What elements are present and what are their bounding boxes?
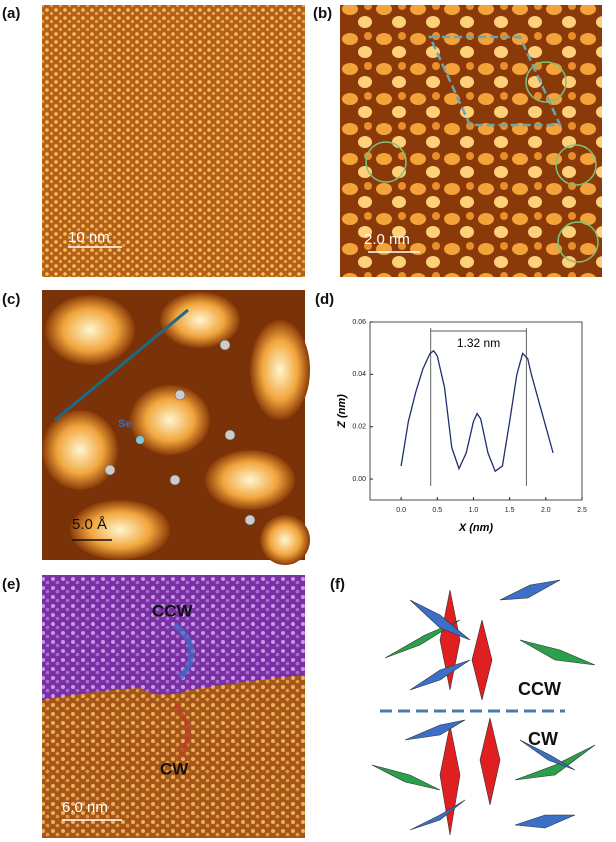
figure: (a) 10 nm (b) 2.0 nm (c) Se 5.0 Å (d) 0.… xyxy=(0,0,616,842)
panel-label: (f) xyxy=(330,576,345,593)
profile-line xyxy=(401,351,553,471)
annotation: CCW xyxy=(152,601,194,620)
se-atom xyxy=(136,436,144,444)
panel-label: (c) xyxy=(2,291,20,308)
profile-chart: 0.0 0.5 1.0 1.5 2.0 2.5 0.00 0.02 0.04 0.06 X (nm)… xyxy=(336,319,587,534)
scale-bar-label: 10 nm xyxy=(68,229,110,246)
x-axis-label: X (nm) xyxy=(458,522,494,534)
annotation: CW xyxy=(160,759,189,778)
panel-label: (b) xyxy=(313,5,332,22)
x-tick-label: 2.0 xyxy=(541,507,551,514)
annotation: CCW xyxy=(518,679,561,699)
annotation: CW xyxy=(528,729,558,749)
x-tick-label: 1.0 xyxy=(469,507,479,514)
schematic xyxy=(372,580,595,835)
atom-label: Se xyxy=(118,418,131,430)
x-tick-label: 1.5 xyxy=(505,507,515,514)
y-tick-label: 0.06 xyxy=(352,319,366,326)
y-axis-label: Z (nm) xyxy=(336,394,348,429)
scale-bar-label: 6.0 nm xyxy=(62,799,108,816)
y-tick-label: 0.02 xyxy=(352,424,366,431)
y-tick-label: 0.00 xyxy=(352,476,366,483)
distance-label: 1.32 nm xyxy=(457,336,500,350)
panel-label: (d) xyxy=(315,291,334,308)
scale-bar-label: 2.0 nm xyxy=(364,231,410,248)
panel-label: (a) xyxy=(2,5,20,22)
x-tick-label: 0.0 xyxy=(396,507,406,514)
x-tick-label: 0.5 xyxy=(432,507,442,514)
x-tick-label: 2.5 xyxy=(577,507,587,514)
panel-label: (e) xyxy=(2,576,20,593)
scale-bar-label: 5.0 Å xyxy=(72,516,107,533)
y-tick-label: 0.04 xyxy=(352,371,366,378)
